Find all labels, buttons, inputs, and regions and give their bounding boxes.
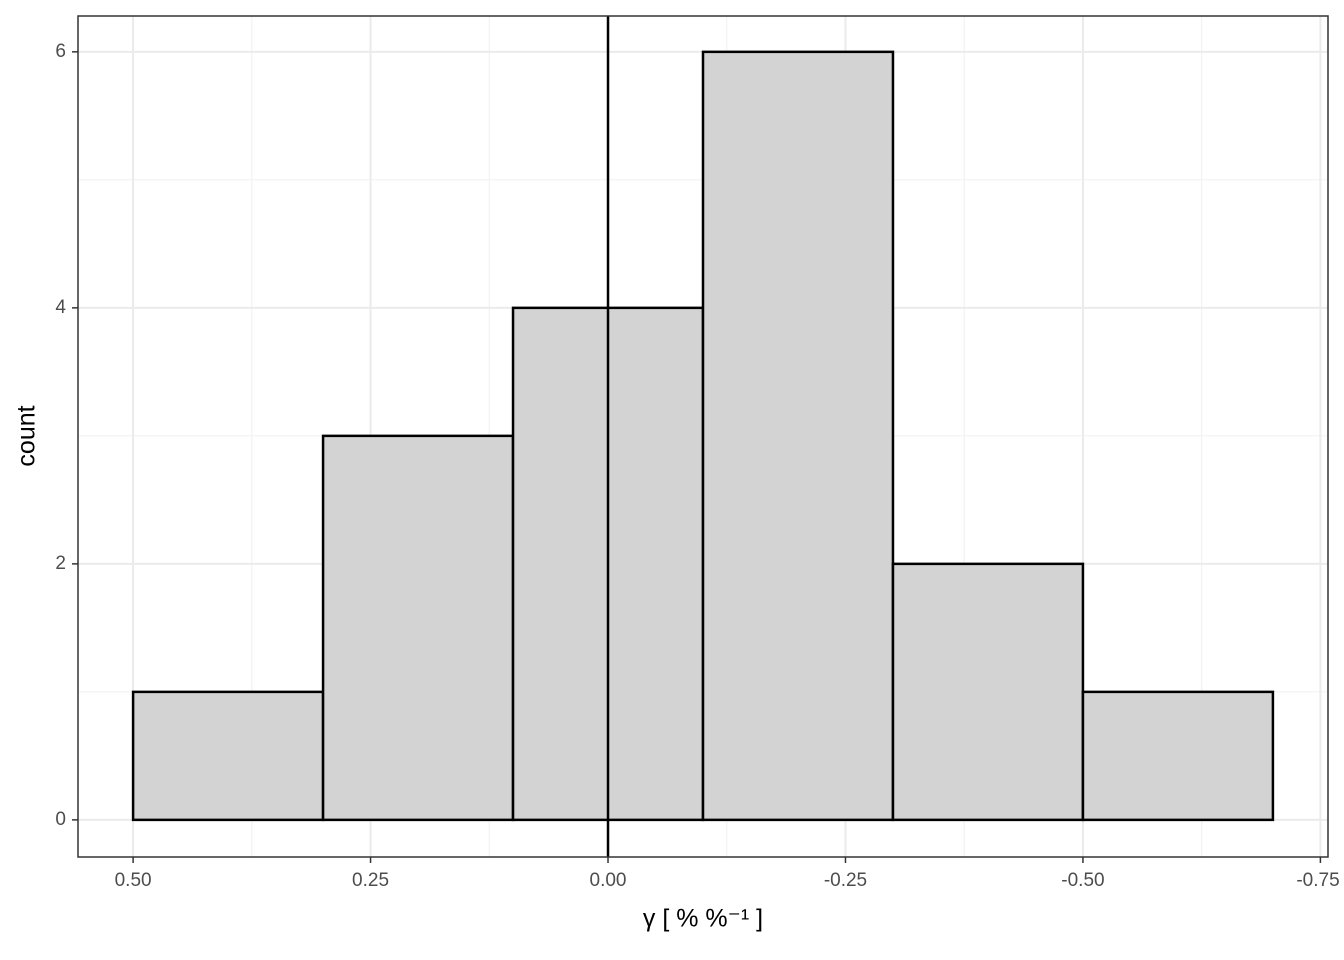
y-axis-label: count <box>13 405 41 466</box>
bar <box>321 434 515 822</box>
bar <box>891 562 1085 822</box>
x-tick-label: -0.75 <box>1296 870 1339 891</box>
plot-border <box>77 15 1329 858</box>
y-tick-label: 2 <box>55 553 66 574</box>
x-tick-label: 0.50 <box>115 870 152 891</box>
y-tick-label: 4 <box>55 297 66 318</box>
y-tick-label: 6 <box>55 41 66 62</box>
bar <box>1081 690 1275 822</box>
y-tick-label: 0 <box>55 809 66 830</box>
x-tick-label: 0.00 <box>590 870 627 891</box>
x-tick-label: -0.25 <box>824 870 867 891</box>
bar <box>701 50 895 822</box>
x-tick-label: -0.50 <box>1061 870 1104 891</box>
x-axis-label: γ [ % %⁻¹ ] <box>643 905 763 933</box>
bar <box>131 690 325 822</box>
x-tick-label: 0.25 <box>352 870 389 891</box>
